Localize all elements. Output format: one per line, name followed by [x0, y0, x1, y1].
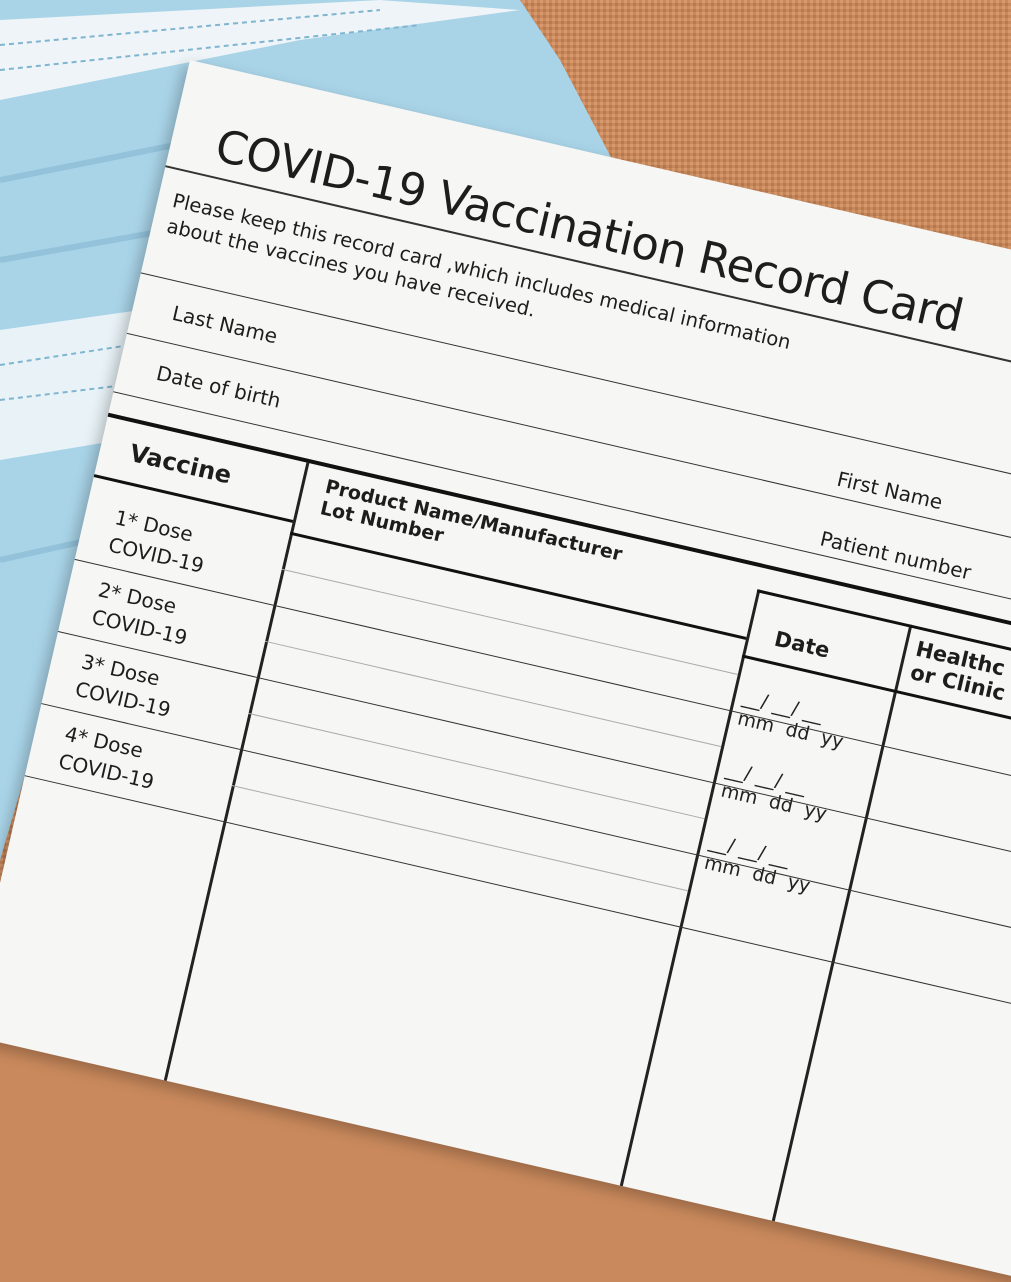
table-row-4: 4* Dose COVID-19 [56, 721, 157, 795]
table-row-1: 1* Dose COVID-19 [106, 505, 207, 578]
patient-number-label: Patient number [817, 526, 974, 585]
date-field-row-1[interactable]: __/ __/ __ mm dd yy [735, 685, 846, 754]
vaccination-record-card: COVID-19 Vaccination Record Card Please … [0, 60, 1011, 1282]
date-header: Date [772, 626, 833, 663]
date-field-row-3[interactable]: __/ __/ __ mm dd yy [702, 830, 813, 898]
first-name-label: First Name [834, 466, 945, 515]
table-row-3: 3* Dose COVID-19 [73, 649, 173, 722]
table-row-2: 2* Dose COVID-19 [89, 577, 190, 650]
last-name-label: Last Name [170, 300, 280, 349]
product-header: Product Name/Manufacturer Lot Number [318, 475, 625, 566]
vaccine-header: Vaccine [127, 438, 235, 490]
date-field-row-2[interactable]: __/ __/ __ mm dd yy [718, 758, 829, 826]
mask-ear-loop [0, 0, 520, 100]
